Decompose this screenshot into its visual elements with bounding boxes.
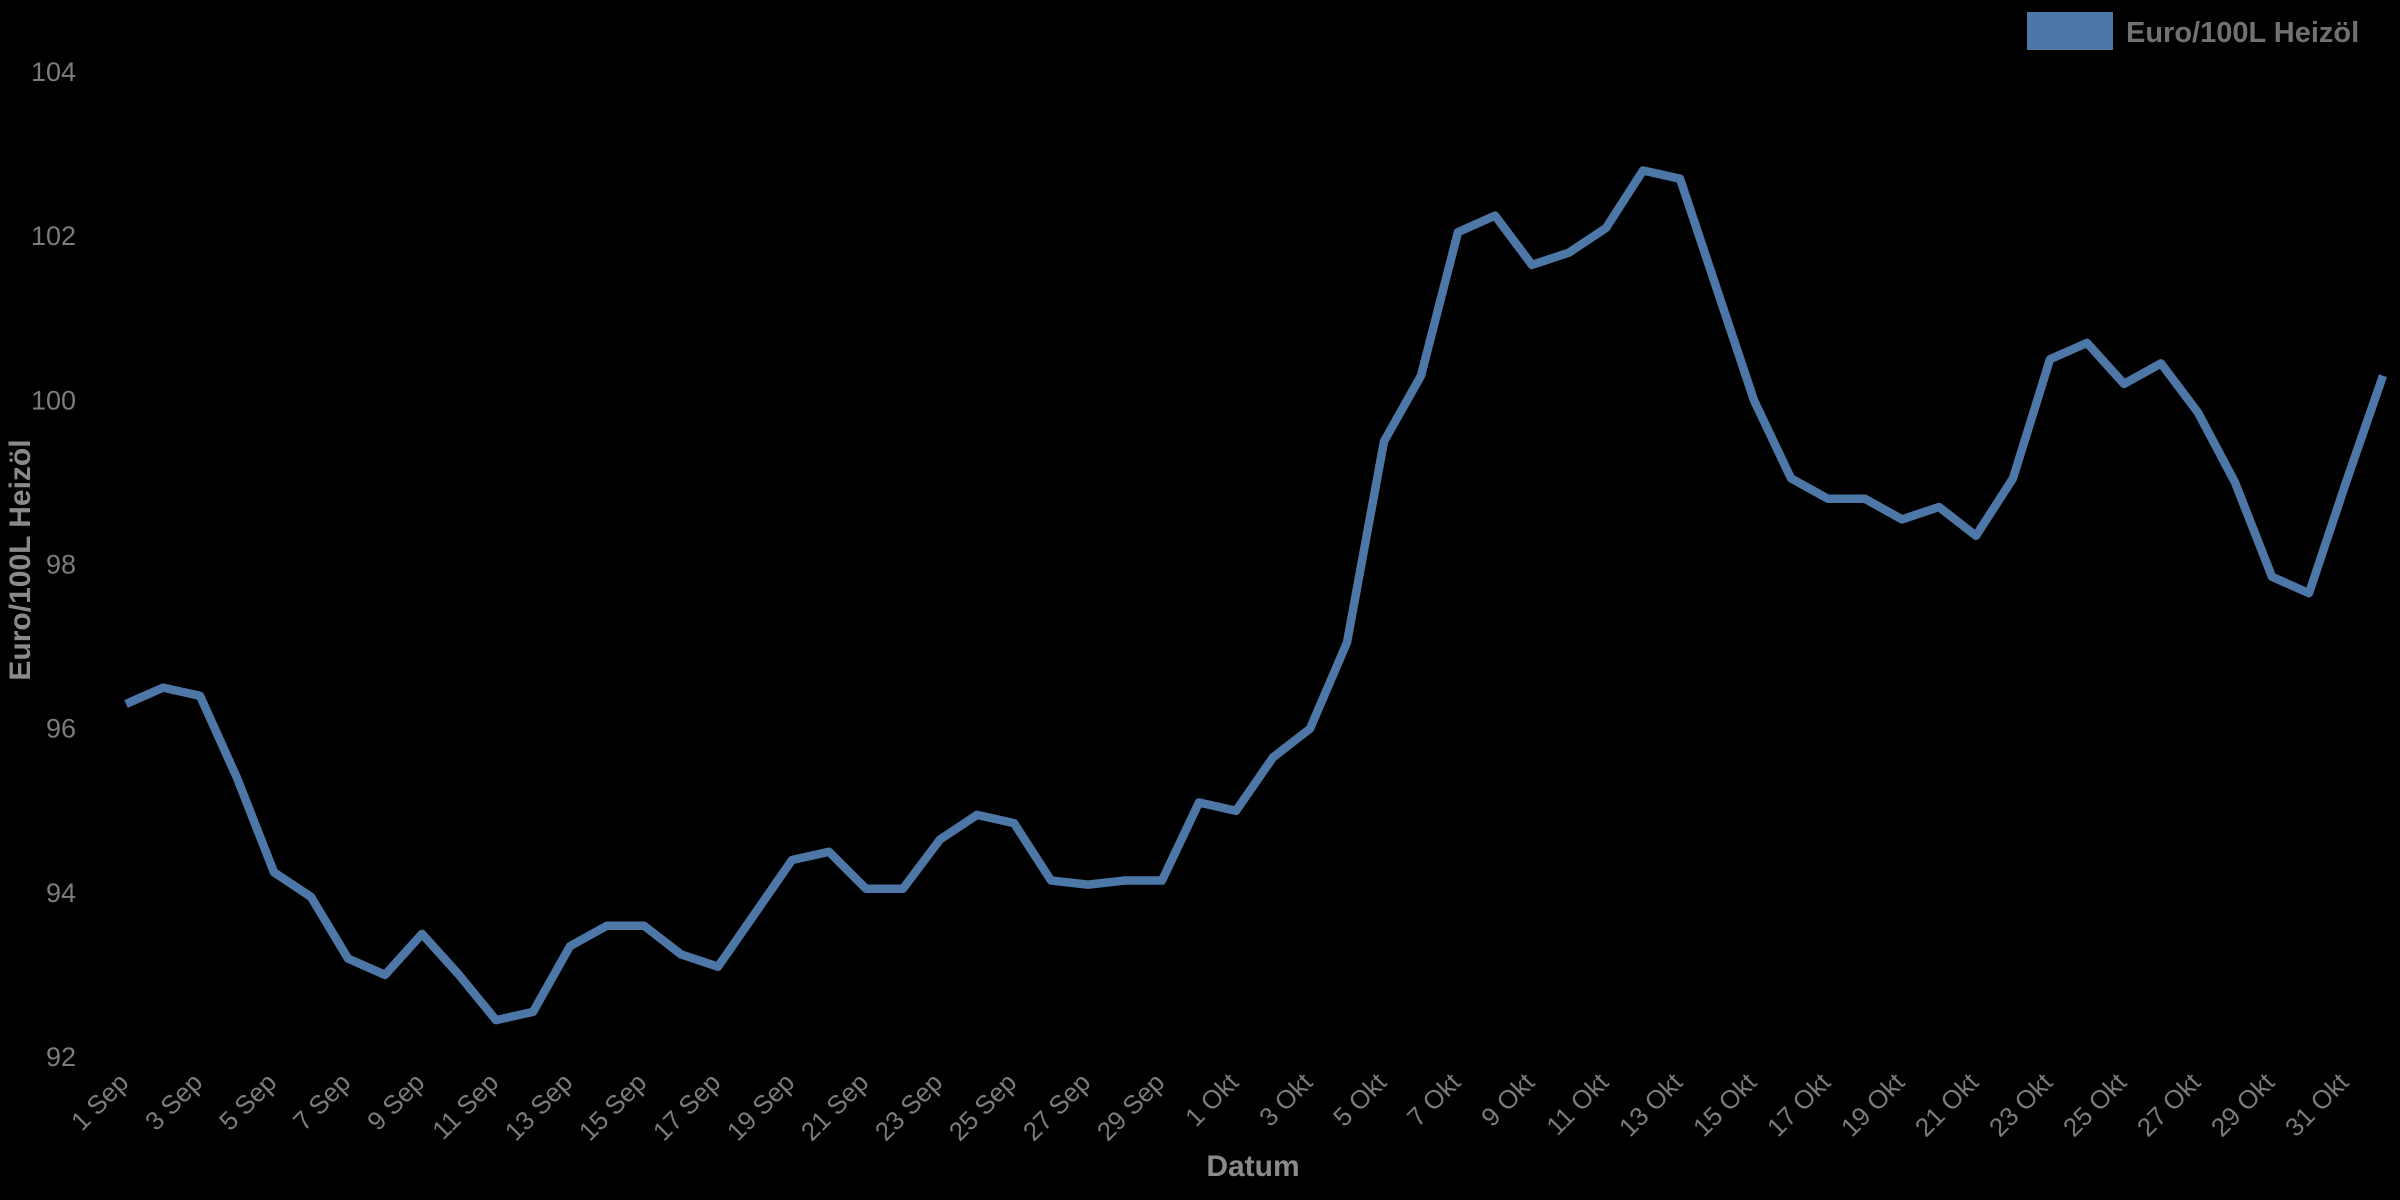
x-tick-label: 7 Sep — [287, 1067, 356, 1136]
y-tick-label: 92 — [46, 1042, 76, 1072]
x-tick-label: 3 Sep — [139, 1067, 208, 1136]
x-tick-label: 19 Sep — [721, 1067, 800, 1146]
x-tick-label: 23 Okt — [1983, 1066, 2059, 1142]
x-tick-label: 17 Sep — [647, 1067, 726, 1146]
y-tick-label: 94 — [46, 878, 76, 908]
x-tick-label: 21 Okt — [1909, 1066, 1985, 1142]
x-tick-label: 15 Okt — [1687, 1066, 1763, 1142]
x-tick-label: 13 Sep — [499, 1067, 578, 1146]
y-tick-label: 102 — [31, 221, 76, 251]
x-tick-label: 29 Okt — [2205, 1066, 2281, 1142]
x-tick-label: 25 Okt — [2057, 1066, 2133, 1142]
y-tick-label: 96 — [46, 714, 76, 744]
x-tick-label: 1 Sep — [65, 1067, 134, 1136]
x-tick-label: 7 Okt — [1401, 1066, 1467, 1132]
x-tick-label: 19 Okt — [1835, 1066, 1911, 1142]
x-tick-label: 13 Okt — [1613, 1066, 1689, 1142]
legend: Euro/100L Heizöl — [2027, 12, 2359, 50]
price-line — [124, 166, 2388, 1025]
y-axis-title: Euro/100L Heizöl — [4, 439, 37, 680]
x-tick-label: 11 Sep — [426, 1067, 504, 1145]
x-tick-label: 11 Okt — [1540, 1066, 1615, 1141]
y-tick-labels: 92 94 96 98 100 102 104 — [31, 57, 76, 1072]
x-tick-label: 29 Sep — [1091, 1067, 1170, 1146]
x-tick-label: 9 Sep — [361, 1067, 430, 1136]
y-tick-label: 104 — [31, 57, 76, 87]
x-tick-label: 1 Okt — [1179, 1066, 1245, 1132]
x-tick-label: 25 Sep — [943, 1067, 1022, 1146]
x-tick-label: 27 Okt — [2131, 1066, 2207, 1142]
x-tick-label: 5 Sep — [213, 1067, 282, 1136]
legend-swatch — [2027, 12, 2113, 50]
x-tick-label: 9 Okt — [1475, 1066, 1541, 1132]
legend-label: Euro/100L Heizöl — [2126, 17, 2359, 49]
x-tick-label: 17 Okt — [1761, 1066, 1837, 1142]
x-tick-label: 23 Sep — [869, 1067, 948, 1146]
y-tick-label: 100 — [31, 385, 76, 415]
x-tick-label: 5 Okt — [1327, 1066, 1393, 1132]
x-tick-label: 21 Sep — [795, 1067, 874, 1146]
x-tick-label: 15 Sep — [573, 1067, 652, 1146]
x-tick-label: 31 Okt — [2279, 1066, 2355, 1142]
x-tick-label: 27 Sep — [1017, 1067, 1096, 1146]
x-tick-label: 3 Okt — [1253, 1066, 1319, 1132]
y-tick-label: 98 — [46, 550, 76, 580]
x-axis-title: Datum — [1206, 1150, 1299, 1183]
